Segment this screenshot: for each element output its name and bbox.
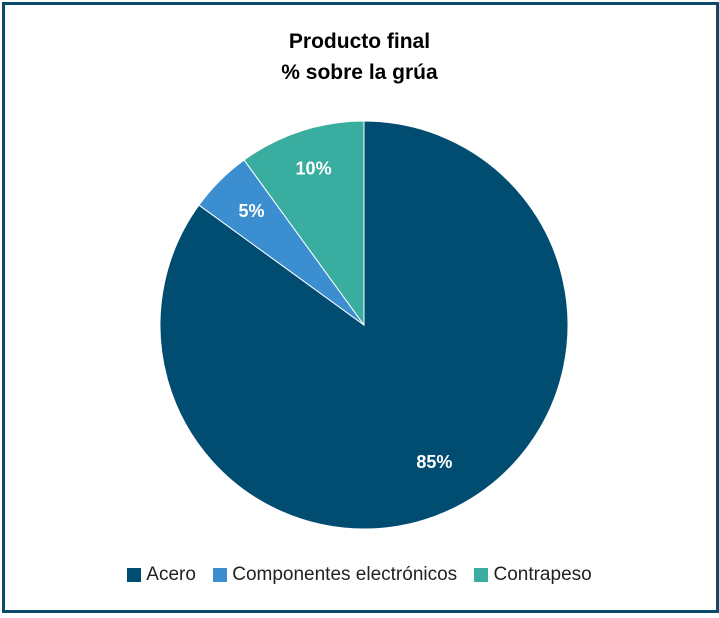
- legend-label-componentes: Componentes electrónicos: [232, 564, 458, 585]
- legend-label-contrapeso: Contrapeso: [493, 564, 592, 585]
- chart-legend: Acero Componentes electrónicos Contrapes…: [0, 564, 719, 588]
- legend-swatch-contrapeso: [474, 568, 489, 582]
- pie-slice-contrapeso: [243, 120, 365, 327]
- chart-title: Producto final: [288, 30, 431, 53]
- legend-item-contrapeso: Contrapeso: [474, 564, 592, 586]
- legend-swatch-componentes: [213, 568, 228, 582]
- data-label-acero: 85%: [416, 452, 452, 472]
- legend-item-componentes: Componentes electrónicos: [213, 564, 457, 586]
- pie-data-labels: 85% 5% 10%: [238, 159, 452, 472]
- legend-label-acero: Acero: [146, 564, 196, 585]
- pie-slices: [159, 120, 569, 530]
- data-label-contrapeso: 10%: [296, 159, 332, 179]
- chart-subtitle: % sobre la grúa: [281, 61, 438, 84]
- legend-item-acero: Acero: [127, 564, 196, 586]
- data-label-componentes: 5%: [238, 201, 264, 221]
- legend-swatch-acero: [127, 568, 142, 582]
